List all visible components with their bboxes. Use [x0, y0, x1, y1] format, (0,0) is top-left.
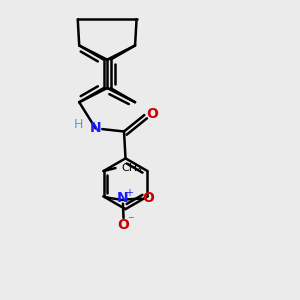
Text: +: + — [125, 188, 133, 198]
Text: H: H — [74, 118, 83, 131]
Text: N: N — [117, 190, 129, 205]
Text: O: O — [118, 218, 130, 232]
Text: N: N — [90, 122, 101, 136]
Text: ⁻: ⁻ — [127, 214, 134, 227]
Text: CH₃: CH₃ — [122, 163, 142, 173]
Text: O: O — [142, 190, 154, 205]
Text: O: O — [146, 106, 158, 121]
